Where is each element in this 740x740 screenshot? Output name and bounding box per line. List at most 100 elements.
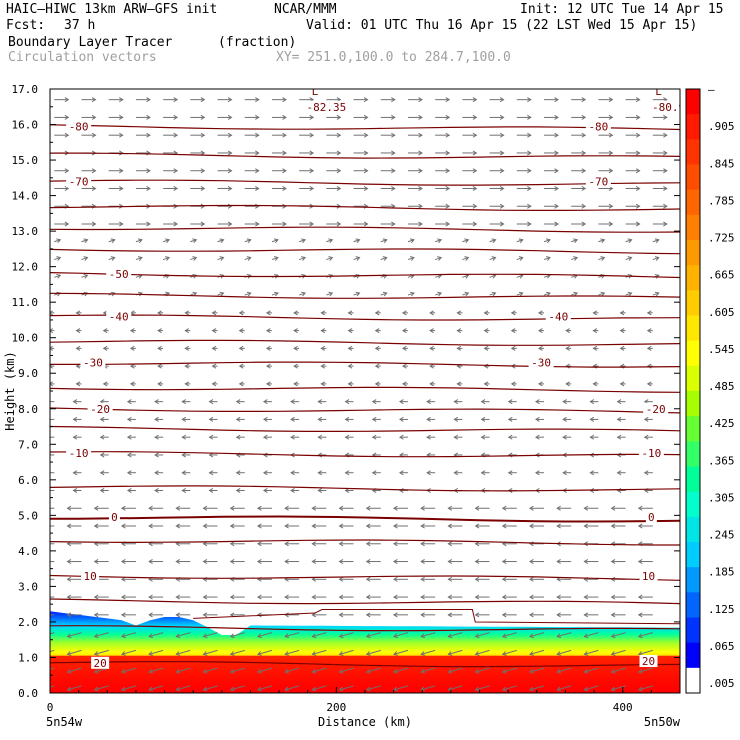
temperature-contour <box>50 515 680 523</box>
wind-arrowhead <box>235 416 241 422</box>
contour-label: -82.35 <box>306 101 346 114</box>
wind-arrowhead <box>663 114 668 120</box>
wind-arrowhead <box>426 416 431 422</box>
wind-arrowhead <box>616 399 622 405</box>
contour-label-bg <box>585 120 611 133</box>
wind-arrowhead <box>99 452 105 458</box>
wind-arrowhead <box>102 345 108 351</box>
wind-vector <box>502 649 517 655</box>
y-tick-label: 3.0 <box>18 580 38 593</box>
wind-arrowhead <box>608 97 614 103</box>
wind-arrowhead <box>284 686 290 692</box>
wind-arrowhead <box>535 416 540 422</box>
temperature-contour <box>50 539 680 546</box>
wind-arrowhead <box>317 452 323 458</box>
axes: 0.0 1.0 2.0 3.0 4.0 5.0 6.0 7.0 8.0 9.0 10.0 11.0 12… <box>3 83 681 729</box>
wind-arrowhead <box>382 256 388 261</box>
wind-arrowhead <box>538 381 543 387</box>
wind-arrowhead <box>464 238 470 244</box>
wind-arrowhead <box>282 168 287 174</box>
wind-vector <box>584 649 599 655</box>
wind-arrowhead <box>663 168 668 174</box>
wind-arrowhead <box>301 291 307 297</box>
wind-arrowhead <box>46 453 49 457</box>
wind-arrowhead <box>157 310 162 316</box>
wind-arrowhead <box>654 238 660 244</box>
wind-arrowhead <box>583 505 589 511</box>
wind-arrowhead <box>429 381 434 387</box>
colorbar-swatch <box>686 139 700 165</box>
wind-arrowhead <box>610 686 616 692</box>
contour-label-bg <box>638 447 664 460</box>
wind-arrowhead <box>301 256 307 261</box>
contour-label-bg <box>91 656 110 669</box>
wind-arrowhead <box>255 168 260 174</box>
temperature-contour <box>50 339 680 346</box>
wind-arrowhead <box>554 132 559 138</box>
wind-arrowhead <box>309 114 315 120</box>
wind-vector <box>543 292 551 296</box>
wind-arrowhead <box>110 256 116 261</box>
wind-arrowhead <box>284 559 289 565</box>
wind-vector <box>312 685 327 691</box>
y-tick-label: 17.0 <box>12 83 39 96</box>
wind-arrowhead <box>474 651 480 656</box>
wind-arrowhead <box>392 612 398 618</box>
wind-arrowhead <box>418 132 423 138</box>
contour-label-bg <box>66 120 92 133</box>
wind-vector <box>190 292 197 296</box>
wind-arrowhead <box>202 505 208 511</box>
colorbar-label: .125 <box>708 603 735 616</box>
wind-arrowhead <box>619 381 625 387</box>
wind-arrowhead <box>246 256 252 261</box>
wind-arrowhead <box>589 434 595 440</box>
wind-vector <box>54 257 61 261</box>
wind-arrowhead <box>256 651 262 656</box>
wind-vector <box>135 239 143 243</box>
wind-vector <box>339 632 354 638</box>
wind-vector <box>312 632 327 638</box>
wind-arrowhead <box>102 328 108 334</box>
wind-arrowhead <box>429 363 434 369</box>
wind-arrowhead <box>148 505 153 511</box>
x-start-label: 5n54w <box>46 715 83 729</box>
wind-arrowhead <box>126 452 132 458</box>
wind-arrowhead <box>474 633 480 639</box>
wind-vector <box>67 667 82 673</box>
wind-arrowhead <box>208 416 214 422</box>
wind-arrowhead <box>393 686 398 692</box>
wind-arrowhead <box>565 345 570 351</box>
wind-vector <box>326 292 333 296</box>
wind-arrowhead <box>120 559 126 565</box>
wind-arrowhead <box>146 114 151 120</box>
wind-arrowhead <box>317 470 323 476</box>
wind-arrowhead <box>290 399 295 405</box>
wind-arrowhead <box>554 221 559 227</box>
wind-arrowhead <box>192 238 198 244</box>
wind-arrowhead <box>518 256 524 261</box>
wind-arrowhead <box>282 114 287 120</box>
wind-arrowhead <box>99 487 105 493</box>
wind-vector <box>638 667 653 673</box>
wind-arrowhead <box>445 97 451 103</box>
wind-arrowhead <box>102 381 108 387</box>
wind-arrowhead <box>154 399 159 405</box>
wind-arrowhead <box>246 291 252 297</box>
wind-arrowhead <box>238 381 244 387</box>
wind-arrowhead <box>338 559 344 565</box>
wind-arrowhead <box>311 541 317 547</box>
wind-arrowhead <box>401 363 407 369</box>
wind-arrowhead <box>311 505 317 511</box>
wind-arrowhead <box>447 612 453 618</box>
wind-arrowhead <box>262 452 268 458</box>
wind-arrowhead <box>474 594 480 600</box>
wind-arrowhead <box>229 523 235 529</box>
wind-arrowhead <box>317 434 323 440</box>
wind-arrowhead <box>137 291 143 297</box>
colorbar-swatch <box>686 164 700 191</box>
wind-arrowhead <box>165 238 171 244</box>
wind-vector <box>516 239 523 243</box>
colorbar-label: .365 <box>708 454 735 467</box>
wind-arrowhead <box>91 168 97 174</box>
temperature-contour <box>50 361 680 368</box>
